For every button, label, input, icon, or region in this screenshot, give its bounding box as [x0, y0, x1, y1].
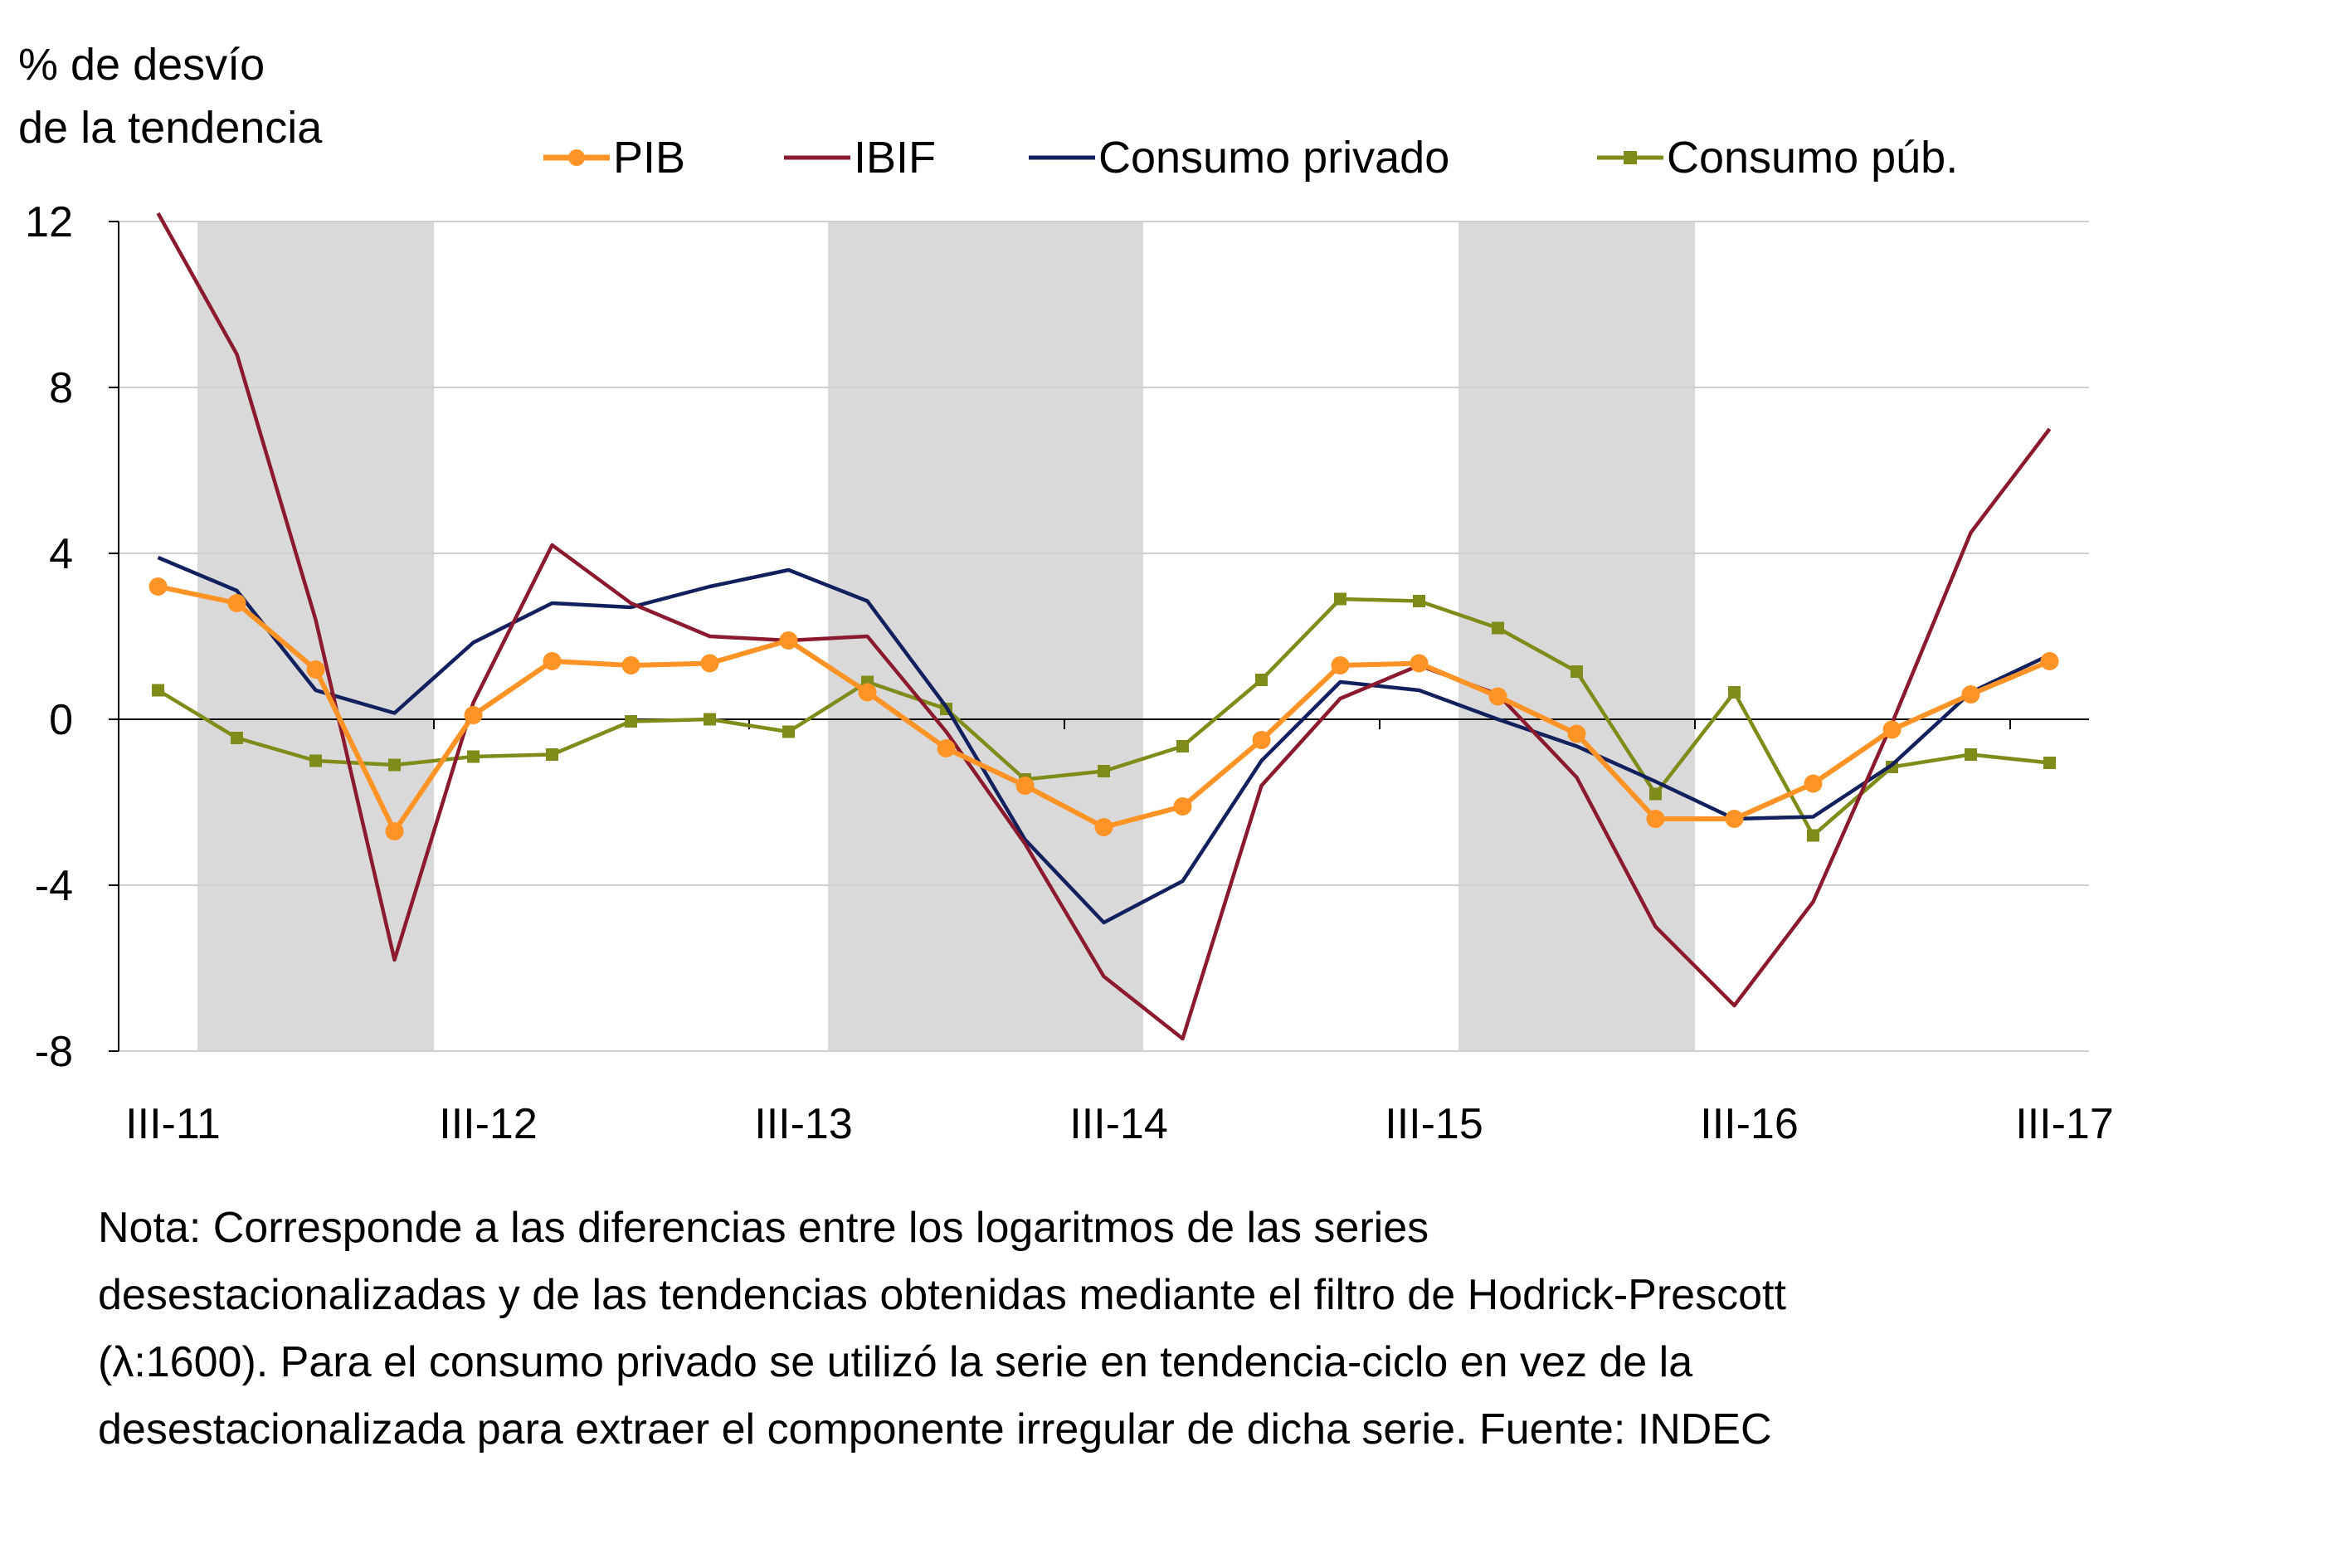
consumo-pub-point: [388, 758, 401, 772]
pib-point: [1252, 731, 1271, 749]
legend-item-consumo-privado: Consumo privado: [1029, 124, 1449, 191]
legend-item-consumo-pub: Consumo púb.: [1597, 124, 1958, 191]
pib-point: [1961, 685, 1980, 704]
consumo-pub-point: [1570, 665, 1583, 678]
pib-point: [1488, 687, 1507, 706]
x-tick-label: III-11: [125, 1100, 221, 1148]
consumo-pub-point: [704, 713, 716, 726]
pib-point: [1173, 797, 1192, 816]
y-tick-label: 4: [49, 530, 73, 578]
consumo-pub-point: [1413, 595, 1425, 607]
y-tick-label: -4: [35, 862, 73, 910]
pib-point: [700, 654, 719, 673]
consumo-pub-point: [467, 750, 480, 763]
legend-item-ibif: IBIF: [784, 124, 936, 191]
consumo-pub-point: [1255, 674, 1268, 686]
consumo-pub-point: [231, 732, 243, 744]
legend-label-pib: PIB: [613, 133, 686, 183]
pib-point: [779, 631, 798, 650]
pib-point: [149, 577, 168, 596]
pib-point: [1410, 654, 1429, 673]
legend-marker-pib: [543, 149, 610, 166]
note-line-4: desestacionalizada para extraer el compo…: [98, 1405, 1772, 1454]
x-tick-label: III-14: [1069, 1100, 1168, 1148]
pib-point: [1804, 774, 1823, 793]
consumo-pub-point: [1728, 686, 1741, 699]
legend-label-consumo-privado: Consumo privado: [1098, 133, 1450, 183]
legend-marker-consumo-pub: [1597, 151, 1663, 164]
chart-plot: 12 8 4 0 -4 -8 III-11 III-12 III-13 III-14 III-15 I…: [25, 198, 2114, 1148]
pib-point: [306, 660, 325, 679]
legend-marker-consumo-privado: [1029, 155, 1095, 160]
x-tick-label: III-17: [2015, 1100, 2114, 1148]
pib-point: [937, 739, 956, 757]
y-tick-label: 0: [49, 696, 73, 744]
consumo-pub-point: [1098, 765, 1110, 777]
pib-point: [1646, 810, 1665, 828]
y-tick-label: -8: [35, 1028, 73, 1076]
y-axis-label-line-1: % de desvío: [18, 40, 265, 90]
note-line-2: desestacionalizadas y de las tendencias …: [98, 1271, 1786, 1319]
pib-point: [227, 594, 246, 612]
legend-label-consumo-pub: Consumo púb.: [1667, 133, 1959, 183]
pib-point: [464, 706, 483, 724]
pib-point: [621, 656, 640, 674]
legend-item-pib: PIB: [543, 124, 685, 191]
pib-point: [1567, 724, 1586, 743]
pib-point: [1725, 810, 1744, 828]
consumo-pub-point: [1176, 740, 1189, 752]
consumo-pub-point: [2043, 757, 2056, 769]
note-line-3: (λ:1600). Para el consumo privado se uti…: [98, 1338, 1693, 1386]
y-tick-label: 12: [25, 198, 73, 246]
shaded-band-2: [828, 222, 1143, 1051]
pib-point: [1015, 777, 1035, 795]
consumo-pub-point: [782, 725, 795, 738]
x-tick-label: III-16: [1700, 1100, 1799, 1148]
consumo-pub-point: [309, 754, 322, 767]
pib-point: [1331, 656, 1350, 674]
pib-point: [385, 822, 404, 840]
consumo-pub-point: [1965, 748, 1977, 761]
consumo-pub-point: [1492, 621, 1504, 635]
note-text: Nota: Corresponde a las diferencias entr…: [98, 1195, 2296, 1463]
consumo-pub-point: [546, 748, 558, 761]
consumo-pub-point: [152, 684, 164, 697]
pib-point: [1882, 720, 1902, 739]
pib-point: [2040, 652, 2059, 670]
consumo-pub-point: [1807, 829, 1819, 842]
pib-point: [1094, 818, 1113, 836]
legend-label-ibif: IBIF: [854, 133, 937, 183]
x-tick-label: III-13: [754, 1100, 853, 1148]
legend-marker-ibif: [784, 155, 850, 160]
pib-point: [858, 683, 877, 702]
shaded-band-3: [1458, 222, 1695, 1051]
note-line-1: Nota: Corresponde a las diferencias entr…: [98, 1204, 1429, 1252]
consumo-pub-point: [1649, 787, 1662, 801]
y-tick-label: 8: [49, 364, 73, 412]
series-line-ibif: [156, 212, 2052, 1041]
y-axis-label: % de desvío de la tendencia: [18, 33, 322, 159]
x-tick-label: III-12: [439, 1100, 538, 1148]
legend: PIB IBIF Consumo privado Consumo púb.: [0, 124, 2352, 191]
x-tick-label: III-15: [1385, 1100, 1483, 1148]
consumo-pub-point: [625, 715, 637, 728]
consumo-pub-point: [1334, 592, 1346, 606]
y-axis-label-line-2: de la tendencia: [18, 103, 323, 153]
pib-point: [543, 652, 562, 670]
